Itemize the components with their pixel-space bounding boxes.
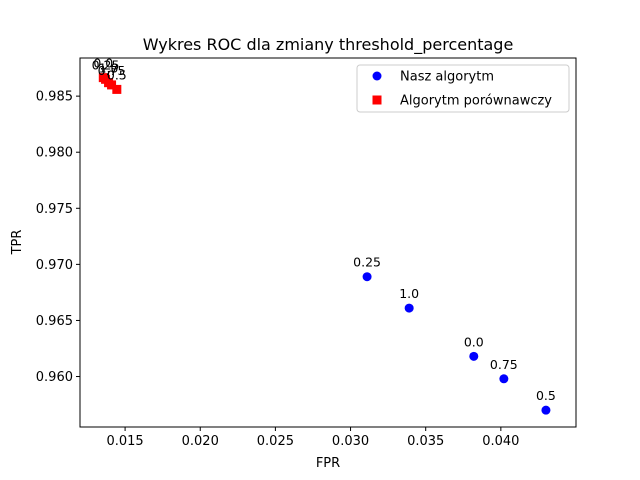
chart-title: Wykres ROC dla zmiany threshold_percenta… xyxy=(143,35,514,55)
data-point-square xyxy=(112,84,122,94)
y-tick-label: 0.975 xyxy=(36,202,73,217)
data-point-circle xyxy=(469,351,479,361)
data-points xyxy=(98,73,551,415)
data-point-circle xyxy=(404,303,414,313)
x-tick-label: 0.015 xyxy=(106,434,143,449)
legend: Nasz algorytm Algorytm porównawczy xyxy=(356,64,570,113)
x-tick-label: 0.040 xyxy=(482,434,519,449)
legend-label-porownawczy: Algorytm porównawczy xyxy=(400,94,552,109)
data-point-circle xyxy=(362,272,372,282)
x-axis-label: FPR xyxy=(316,456,340,471)
x-tick-label: 0.030 xyxy=(332,434,369,449)
point-label: 0.75 xyxy=(490,357,518,372)
point-label: 0.0 xyxy=(464,334,484,349)
data-point-circle xyxy=(541,405,551,415)
legend-marker-porownawczy xyxy=(372,95,382,105)
data-point-square xyxy=(107,80,117,90)
y-tick-label: 0.960 xyxy=(36,370,73,385)
point-annotations: 0.251.00.00.750.50.00.251.00.750.5 xyxy=(92,56,556,404)
point-label: 0.75 xyxy=(98,63,126,78)
point-label: 0.5 xyxy=(536,388,556,403)
point-label: 0.0 xyxy=(93,56,113,71)
plot-area-frame xyxy=(79,57,577,428)
x-tick-label: 0.025 xyxy=(257,434,294,449)
point-label: 1.0 xyxy=(99,61,119,76)
point-label: 1.0 xyxy=(399,286,419,301)
point-label: 0.25 xyxy=(353,255,381,270)
point-label: 0.25 xyxy=(92,57,120,72)
axis-ticks: 0.015 0.020 0.025 0.030 0.035 0.040 0.960 0.965… xyxy=(36,90,520,449)
y-tick-label: 0.980 xyxy=(36,146,73,161)
y-tick-label: 0.985 xyxy=(36,90,73,105)
legend-marker-nasz xyxy=(372,71,382,81)
point-label: 0.5 xyxy=(107,67,127,82)
legend-frame xyxy=(356,64,570,113)
x-tick-label: 0.035 xyxy=(407,434,444,449)
legend-label-nasz: Nasz algorytm xyxy=(400,70,494,85)
x-tick-label: 0.020 xyxy=(182,434,219,449)
y-tick-label: 0.965 xyxy=(36,314,73,329)
y-tick-label: 0.970 xyxy=(36,258,73,273)
data-point-circle xyxy=(499,374,509,384)
y-axis-label: TPR xyxy=(10,230,25,256)
